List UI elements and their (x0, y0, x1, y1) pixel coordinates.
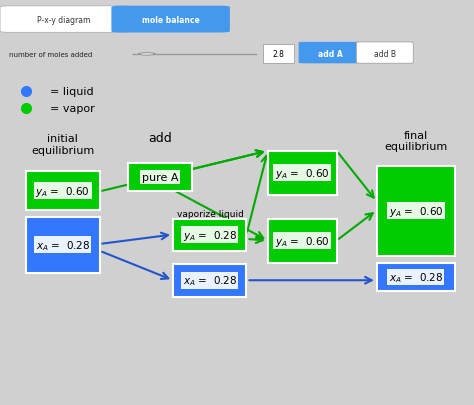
Text: $x_A$ =  0.28: $x_A$ = 0.28 (389, 271, 443, 284)
FancyBboxPatch shape (377, 263, 455, 292)
Text: $y_A$ =  0.60: $y_A$ = 0.60 (275, 234, 329, 248)
Text: $y_A$ =  0.28: $y_A$ = 0.28 (183, 228, 237, 242)
Text: final
equilibrium: final equilibrium (384, 130, 447, 152)
Text: 2.8: 2.8 (273, 50, 285, 59)
FancyBboxPatch shape (377, 166, 455, 256)
Text: $x_A$ =  0.28: $x_A$ = 0.28 (36, 238, 90, 252)
FancyBboxPatch shape (299, 43, 363, 64)
Text: $y_A$ =  0.60: $y_A$ = 0.60 (275, 166, 329, 180)
Text: number of moles added: number of moles added (9, 52, 93, 58)
Text: pure A: pure A (142, 173, 178, 183)
Text: initial
equilibrium: initial equilibrium (31, 134, 94, 156)
Circle shape (138, 53, 155, 56)
Text: add A: add A (318, 50, 343, 59)
FancyBboxPatch shape (111, 6, 230, 34)
Text: = vapor: = vapor (50, 104, 94, 114)
Text: mole balance: mole balance (142, 15, 200, 25)
FancyBboxPatch shape (263, 45, 294, 64)
FancyBboxPatch shape (268, 219, 337, 263)
FancyBboxPatch shape (173, 264, 246, 297)
Text: P-x-y diagram: P-x-y diagram (37, 15, 91, 25)
Text: add: add (148, 131, 172, 144)
FancyBboxPatch shape (173, 219, 246, 251)
Text: = liquid: = liquid (50, 87, 93, 97)
Text: $x_A$ =  0.28: $x_A$ = 0.28 (183, 274, 237, 288)
Text: $y_A$ =  0.60: $y_A$ = 0.60 (389, 205, 443, 218)
FancyBboxPatch shape (356, 43, 413, 64)
FancyBboxPatch shape (268, 151, 337, 195)
Text: $y_A$ =  0.60: $y_A$ = 0.60 (36, 184, 90, 198)
Text: add B: add B (374, 50, 396, 59)
FancyBboxPatch shape (26, 217, 100, 273)
FancyBboxPatch shape (26, 172, 100, 211)
FancyBboxPatch shape (0, 6, 128, 34)
Text: vaporize liquid: vaporize liquid (176, 209, 244, 218)
FancyBboxPatch shape (128, 163, 192, 192)
